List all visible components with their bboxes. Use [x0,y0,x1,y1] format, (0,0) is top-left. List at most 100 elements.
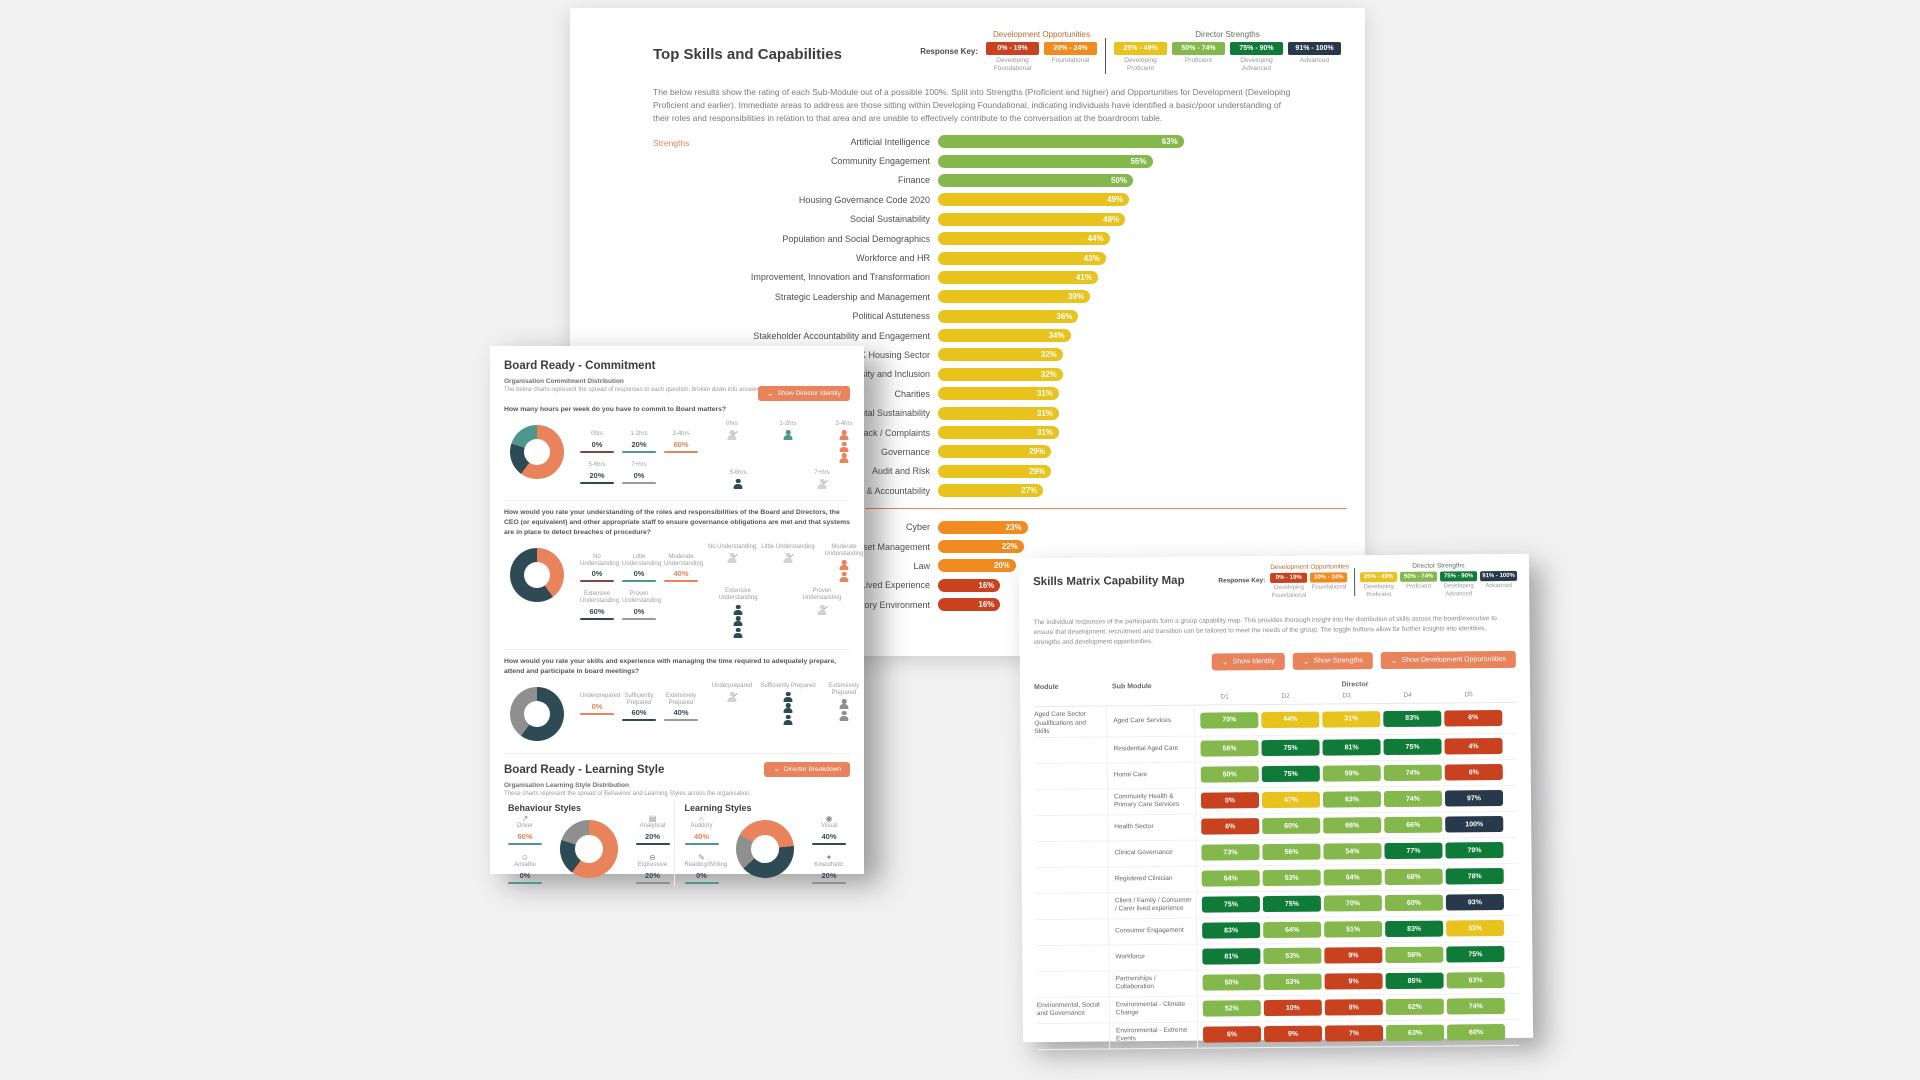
stat-item: 3-4hrs 60% [664,431,698,453]
stat-label: Kinesthetic [814,861,844,868]
module-cell [1035,763,1107,768]
skill-bar: 23% [938,520,1028,534]
skills-bar-chart: Artificial Intelligence 63% Community Enga… [570,132,1365,614]
stat-label: Moderate Understanding [664,553,704,567]
capability-cell: 75% [1383,738,1442,756]
stat-label: 5-6hrs [588,461,606,468]
skill-label: Population and Social Demographics [782,233,930,244]
skill-label: Artificial Intelligence [850,136,930,147]
participant-icons: No Understanding Little Understanding Mode… [700,544,876,644]
show-identity-button[interactable]: ⌄ Show Identity [1211,653,1285,671]
sub-module-cell: Environmental - Climate Change [1108,996,1197,1022]
director-breakdown-label: Director Breakdown [783,765,841,773]
skill-label: Law [913,560,930,571]
stat-item: Little Understanding 0% [622,554,661,583]
key-range-label: Developing Proficient [1124,57,1157,73]
stat-underline [508,881,542,884]
skill-bar: 63% [938,135,1184,149]
show-strengths-button[interactable]: ⌄ Show Strengths [1292,652,1373,671]
key-range-box: 25% - 49% [1114,42,1167,55]
participant-column: Little Understanding [760,544,816,583]
sub-module-cell: Client / Family / Consumer / Carer lived… [1107,892,1197,918]
skill-bar: 36% [938,309,1079,323]
skill-label: Audit and Risk [871,466,930,477]
capability-cell: 9% [1324,973,1383,990]
stat-item: Proven Understanding 0% [622,591,661,620]
stat-label: Analytical [639,822,666,829]
key-range-box: 0% - 19% [1270,572,1308,584]
skill-bar: 22% [938,540,1024,553]
capability-cell: 51% [1324,921,1383,938]
capability-cell: 0% [1200,792,1260,809]
person-none-icon [782,553,794,563]
person-icon [840,442,849,452]
stat-item: ☺ Amiable 0% [508,853,542,884]
style-card: Behaviour Styles ↗ Driver 60% ☺ Amiable 0% ▤ Ana… [504,801,674,886]
stat-value: 20% [589,470,605,480]
participant-label: Underprepared [711,682,753,689]
stat-item: Extensive Understanding 60% [580,591,619,620]
skill-value: 63% [1161,137,1178,147]
chevron-down-icon: ⌄ [773,764,780,774]
show-development-opportunities-button[interactable]: ⌄ Show Development Opportunities [1380,651,1516,670]
skill-bar: 29% [938,445,1052,459]
response-key-label: Response Key: [920,47,978,56]
skill-row: Artificial Intelligence 63% [570,132,1365,151]
person-none-icon [726,553,738,563]
show-director-identity-button[interactable]: ⌄ Show Director Identity [757,386,850,401]
key-range-label: Advanced [1485,582,1513,590]
stats-group: Underprepared 0% Sufficiently Prepared 60% E… [580,693,698,730]
skill-value: 32% [1040,350,1057,360]
key-range-label: Proficient [1184,57,1213,64]
capability-cell: 63% [1322,791,1382,808]
stat-underline [622,481,656,484]
table-row: Aged Care Sector Qualifications and Skil… [1034,703,1517,738]
capability-cell: 50% [1202,974,1261,991]
key-group: Director Strengths 25% - 49% Developing Pr… [1360,562,1518,599]
key-item: 0% - 19% Developing Foundational [986,42,1039,73]
director-column-label: D5 [1464,691,1473,699]
key-group: Director Strengths 25% - 49% Developing Pr… [1114,30,1341,73]
commitment-question-block: How would you rate your understanding of… [504,500,864,644]
stat-underline [580,712,614,715]
participant-column: 1-2hrs [760,421,816,465]
stat-value: 0% [633,470,645,480]
skill-row: Reporting & Accountability 27% [570,481,1365,500]
skill-label: Housing Governance Code 2020 [798,194,930,205]
stat-value: 0% [633,569,645,579]
skill-value: 29% [1029,466,1046,476]
key-range-label: Developing Proficient [1363,583,1394,598]
style-card: Learning Styles ∩ Auditory 40% ✎ Reading/Writ… [673,800,851,886]
participant-column: Proven Understanding [794,588,850,639]
stat-underline [664,450,698,453]
speech-icon: ⊖ [649,852,656,862]
capability-cell: 100% [1445,816,1504,833]
key-group: Development Opportunities 0% - 19% Develop… [1270,563,1349,600]
skill-value: 16% [978,600,995,610]
response-key-label: Response Key: [1218,577,1266,585]
key-range-label: Developing Advanced [1443,583,1474,598]
skill-bar: 29% [938,464,1052,478]
stat-label: 1-2hrs [630,430,648,437]
participant-column: Underprepared [704,683,760,727]
stat-value: 20% [631,439,647,449]
capability-cell: 64% [1263,921,1322,939]
stat-label: No Understanding [580,553,620,567]
participant-column: 7+hrs [794,470,850,491]
capability-cell: 63% [1385,1024,1445,1042]
key-range-box: 20% - 24% [1310,572,1348,583]
capability-cell: 8% [1324,999,1383,1016]
director-breakdown-button[interactable]: ⌄ Director Breakdown [764,761,850,777]
stat-label: Amiable [514,861,536,868]
skill-row: Housing Governance Code 2020 49% [570,190,1365,209]
skill-bar: 49% [938,193,1130,207]
learning-subtitle: Organisation Learning Style Distribution [504,781,629,789]
capability-cell: 70% [1200,711,1259,729]
stat-underline [812,881,846,884]
stat-item: No Understanding 0% [580,553,620,583]
skill-row: Finance 50% [570,171,1365,190]
eye-icon: ◉ [825,813,833,823]
skill-row: Regulatory Environment 16% [570,595,1365,614]
capability-cell: 75% [1446,946,1505,963]
show-strengths-label: Show Strengths [1313,657,1363,665]
